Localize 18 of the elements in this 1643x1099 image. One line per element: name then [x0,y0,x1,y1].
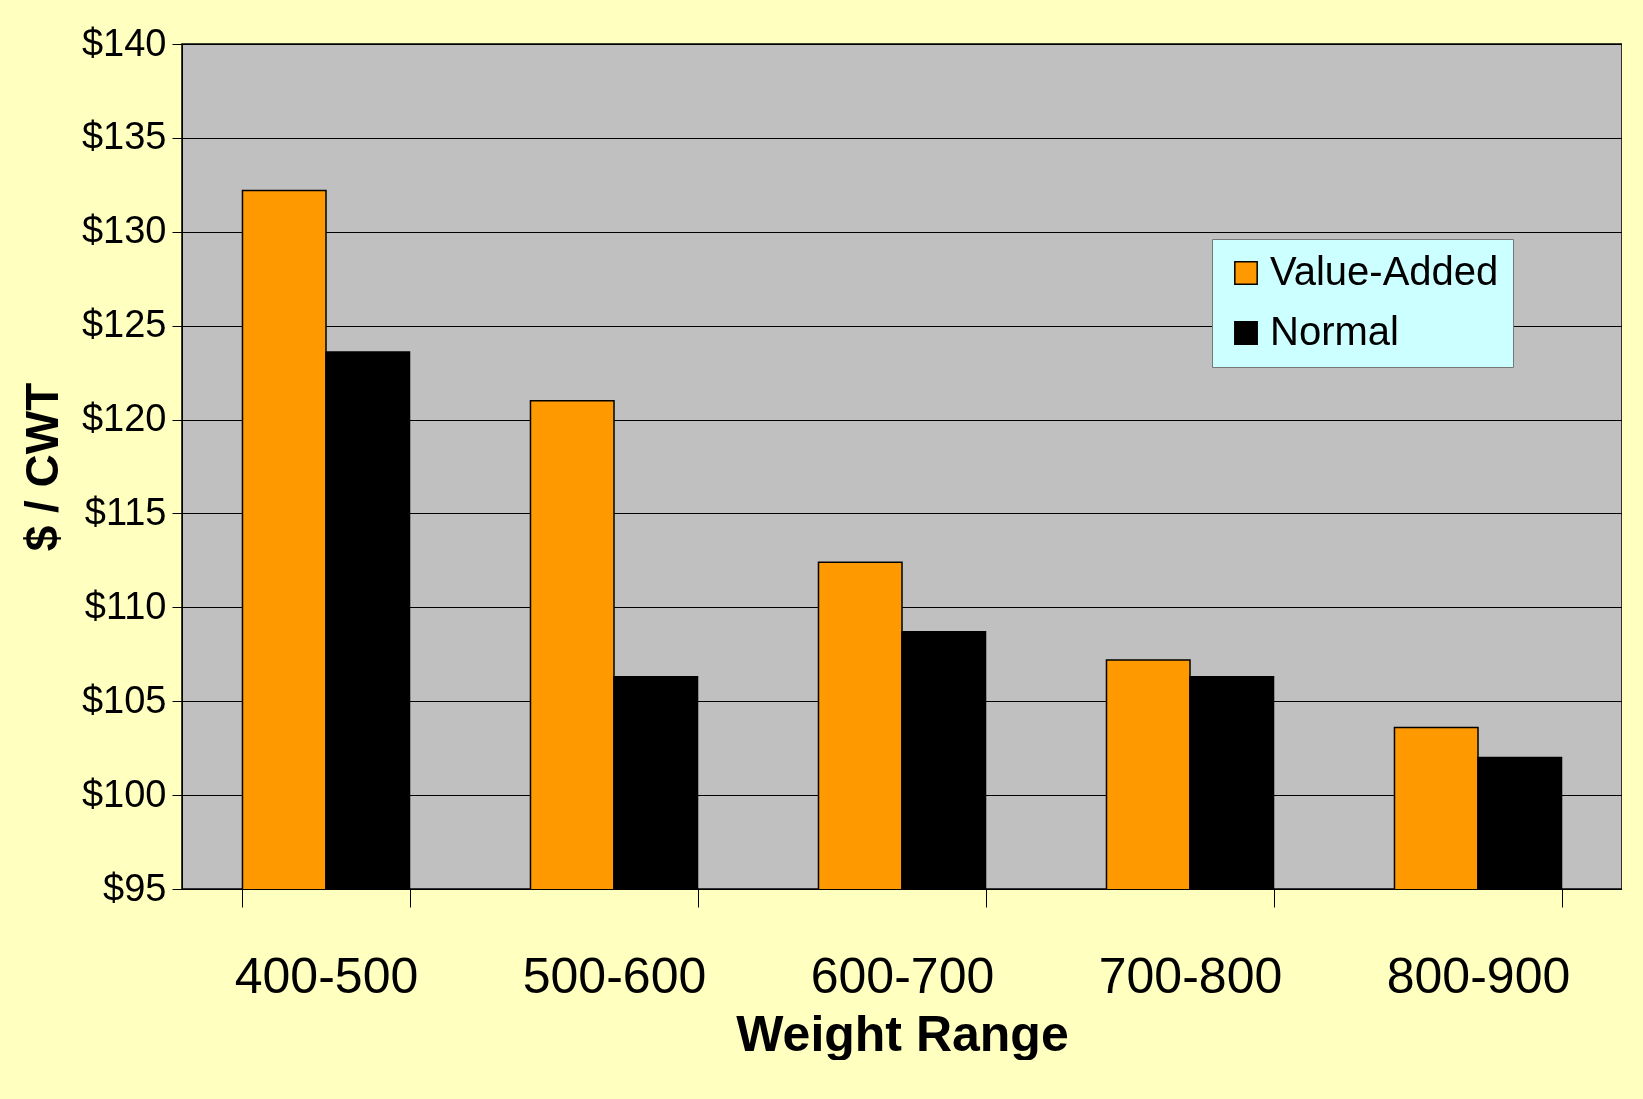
y-tick-label: $110 [84,584,167,627]
x-tick-label: 800-900 [1386,947,1571,1004]
y-tick-label: $100 [81,772,167,815]
y-tick-label: $125 [81,303,167,346]
y-tick-label: $115 [84,490,167,533]
legend-label: Value-Added [1270,249,1499,293]
y-tick-label: $95 [103,866,167,909]
y-tick-label: $140 [81,21,167,64]
y-tick-label: $120 [81,397,167,440]
legend-label: Normal [1270,309,1399,353]
y-tick-label: $135 [81,115,167,158]
x-tick-label: 700-800 [1098,947,1283,1004]
x-tick-label: 400-500 [234,947,419,1004]
y-tick-label: $130 [81,209,167,252]
x-tick-label: 500-600 [522,947,707,1004]
y-tick-label: $105 [81,678,167,721]
x-tick-label: 600-700 [810,947,995,1004]
y-axis-title: $ / CWT [15,382,68,552]
